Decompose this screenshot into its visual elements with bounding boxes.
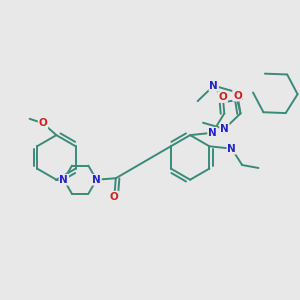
Text: N: N — [59, 175, 68, 185]
Text: N: N — [220, 124, 229, 134]
Text: N: N — [209, 81, 218, 91]
Text: O: O — [110, 192, 119, 202]
Text: N: N — [227, 144, 236, 154]
Text: O: O — [233, 91, 242, 100]
Text: O: O — [39, 118, 47, 128]
Text: O: O — [218, 92, 227, 102]
Text: N: N — [92, 175, 101, 185]
Text: N: N — [208, 128, 217, 138]
